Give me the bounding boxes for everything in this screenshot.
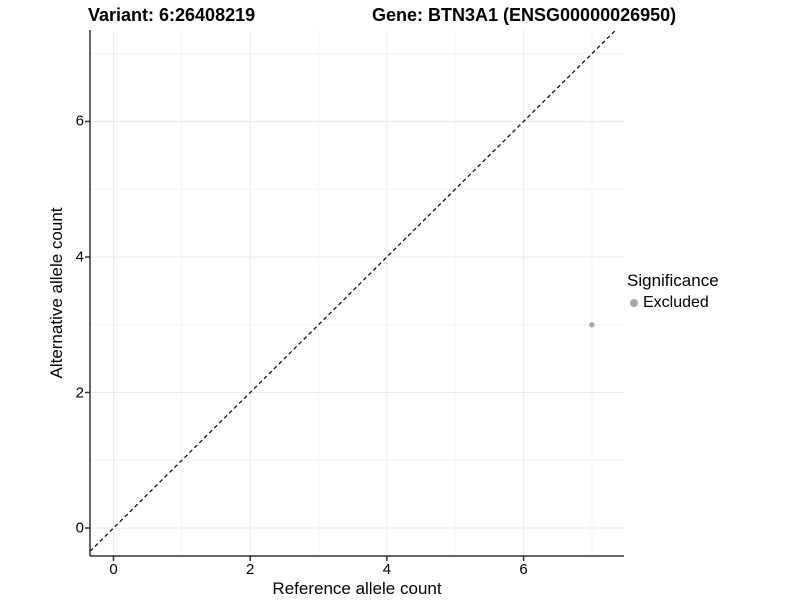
plot-title-gene: Gene: BTN3A1 (ENSG00000026950) bbox=[372, 5, 677, 25]
x-axis-title: Reference allele count bbox=[272, 579, 442, 598]
plot-title-variant: Variant: 6:26408219 bbox=[88, 5, 256, 25]
identity-reference-line bbox=[89, 29, 617, 552]
legend-title: Significance bbox=[627, 271, 719, 290]
legend-item-excluded: Excluded bbox=[627, 294, 719, 312]
panel-background bbox=[90, 30, 624, 556]
legend-item-label: Excluded bbox=[643, 294, 709, 311]
data-point bbox=[589, 322, 595, 328]
legend: Significance Excluded bbox=[627, 271, 719, 312]
y-axis-title: Alternative allele count bbox=[47, 207, 66, 379]
legend-key-dot bbox=[630, 299, 638, 307]
